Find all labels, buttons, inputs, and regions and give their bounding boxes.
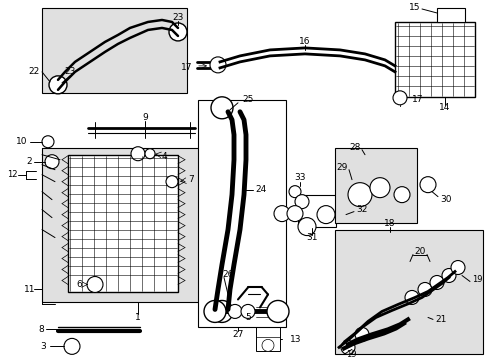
Circle shape — [286, 206, 303, 222]
Text: 19: 19 — [346, 350, 356, 359]
Text: 9: 9 — [142, 113, 147, 122]
Circle shape — [262, 339, 273, 351]
Circle shape — [297, 217, 315, 235]
Circle shape — [404, 291, 418, 305]
Bar — [198, 100, 285, 327]
Circle shape — [42, 136, 54, 148]
Text: 24: 24 — [254, 185, 265, 194]
Text: 2: 2 — [26, 157, 32, 166]
Circle shape — [209, 57, 225, 73]
Circle shape — [316, 206, 334, 224]
Circle shape — [203, 301, 225, 323]
Circle shape — [417, 283, 431, 297]
Text: 13: 13 — [289, 335, 301, 344]
Circle shape — [273, 206, 289, 222]
Text: 3: 3 — [40, 342, 46, 351]
Circle shape — [419, 177, 435, 193]
Text: 5: 5 — [244, 313, 250, 322]
Text: 28: 28 — [348, 143, 360, 152]
Text: 6: 6 — [76, 280, 82, 289]
Bar — [42, 148, 206, 302]
Circle shape — [87, 276, 103, 292]
Text: 17: 17 — [411, 95, 423, 104]
Circle shape — [441, 269, 455, 283]
Text: 23: 23 — [64, 67, 76, 76]
Circle shape — [347, 183, 371, 207]
Bar — [68, 155, 178, 292]
Text: 23: 23 — [172, 13, 183, 22]
Text: 33: 33 — [294, 173, 305, 182]
Text: 18: 18 — [384, 219, 395, 228]
Circle shape — [165, 176, 178, 188]
Circle shape — [288, 186, 301, 198]
Circle shape — [210, 97, 232, 119]
Text: 12: 12 — [7, 170, 17, 179]
Text: 1: 1 — [135, 313, 141, 322]
Text: 7: 7 — [187, 175, 193, 184]
Text: 11: 11 — [24, 285, 36, 294]
Bar — [394, 22, 474, 97]
Text: 29: 29 — [336, 163, 347, 172]
Text: 10: 10 — [16, 137, 28, 146]
Text: 26: 26 — [222, 270, 233, 279]
Text: 22: 22 — [29, 67, 40, 76]
Circle shape — [64, 338, 80, 354]
Circle shape — [340, 341, 354, 354]
Text: 16: 16 — [299, 37, 310, 46]
Circle shape — [369, 178, 389, 198]
Circle shape — [227, 305, 242, 319]
Circle shape — [131, 147, 145, 161]
Text: 21: 21 — [434, 315, 446, 324]
Text: 19: 19 — [471, 275, 482, 284]
Circle shape — [354, 327, 368, 341]
Text: 15: 15 — [407, 4, 419, 13]
Circle shape — [450, 261, 464, 275]
Bar — [436, 8, 464, 22]
Circle shape — [294, 195, 308, 209]
Text: 30: 30 — [439, 195, 450, 204]
Circle shape — [241, 305, 254, 319]
Text: 27: 27 — [232, 330, 243, 339]
Text: 17: 17 — [180, 63, 192, 72]
Circle shape — [45, 155, 59, 169]
Text: 20: 20 — [413, 247, 425, 256]
Bar — [297, 195, 335, 226]
Text: 8: 8 — [38, 325, 44, 334]
Circle shape — [266, 301, 288, 323]
Circle shape — [145, 149, 155, 159]
Text: 32: 32 — [355, 205, 366, 214]
Circle shape — [429, 275, 443, 289]
Bar — [42, 8, 186, 93]
Circle shape — [210, 301, 232, 323]
Bar — [334, 230, 482, 354]
Circle shape — [49, 76, 67, 94]
Bar — [334, 148, 416, 222]
Text: 4: 4 — [162, 152, 167, 161]
Circle shape — [169, 23, 186, 41]
Circle shape — [392, 91, 406, 105]
Text: 31: 31 — [305, 233, 317, 242]
Circle shape — [393, 187, 409, 203]
Text: 14: 14 — [438, 103, 450, 112]
Text: 25: 25 — [242, 95, 253, 104]
Bar — [256, 300, 280, 351]
